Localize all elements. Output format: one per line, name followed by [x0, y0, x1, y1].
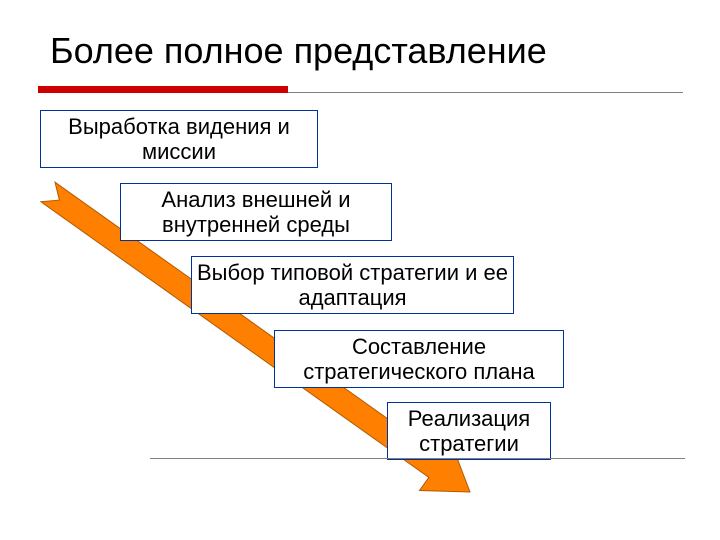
- step-box-5: Реализация стратегии: [387, 402, 551, 460]
- step-box-4: Составление стратегического плана: [274, 330, 564, 388]
- step-box-1: Выработка видения и миссии: [40, 110, 318, 168]
- step-box-2: Анализ внешней и внутренней среды: [120, 183, 392, 241]
- title-underline-gray: [288, 92, 683, 93]
- slide-title: Более полное представление: [50, 30, 547, 72]
- step-box-3: Выбор типовой стратегии и ее адаптация: [191, 256, 514, 314]
- title-underline-red: [38, 86, 288, 93]
- footer-rule: [150, 458, 685, 459]
- slide: { "type": "flowchart", "background_color…: [0, 0, 720, 540]
